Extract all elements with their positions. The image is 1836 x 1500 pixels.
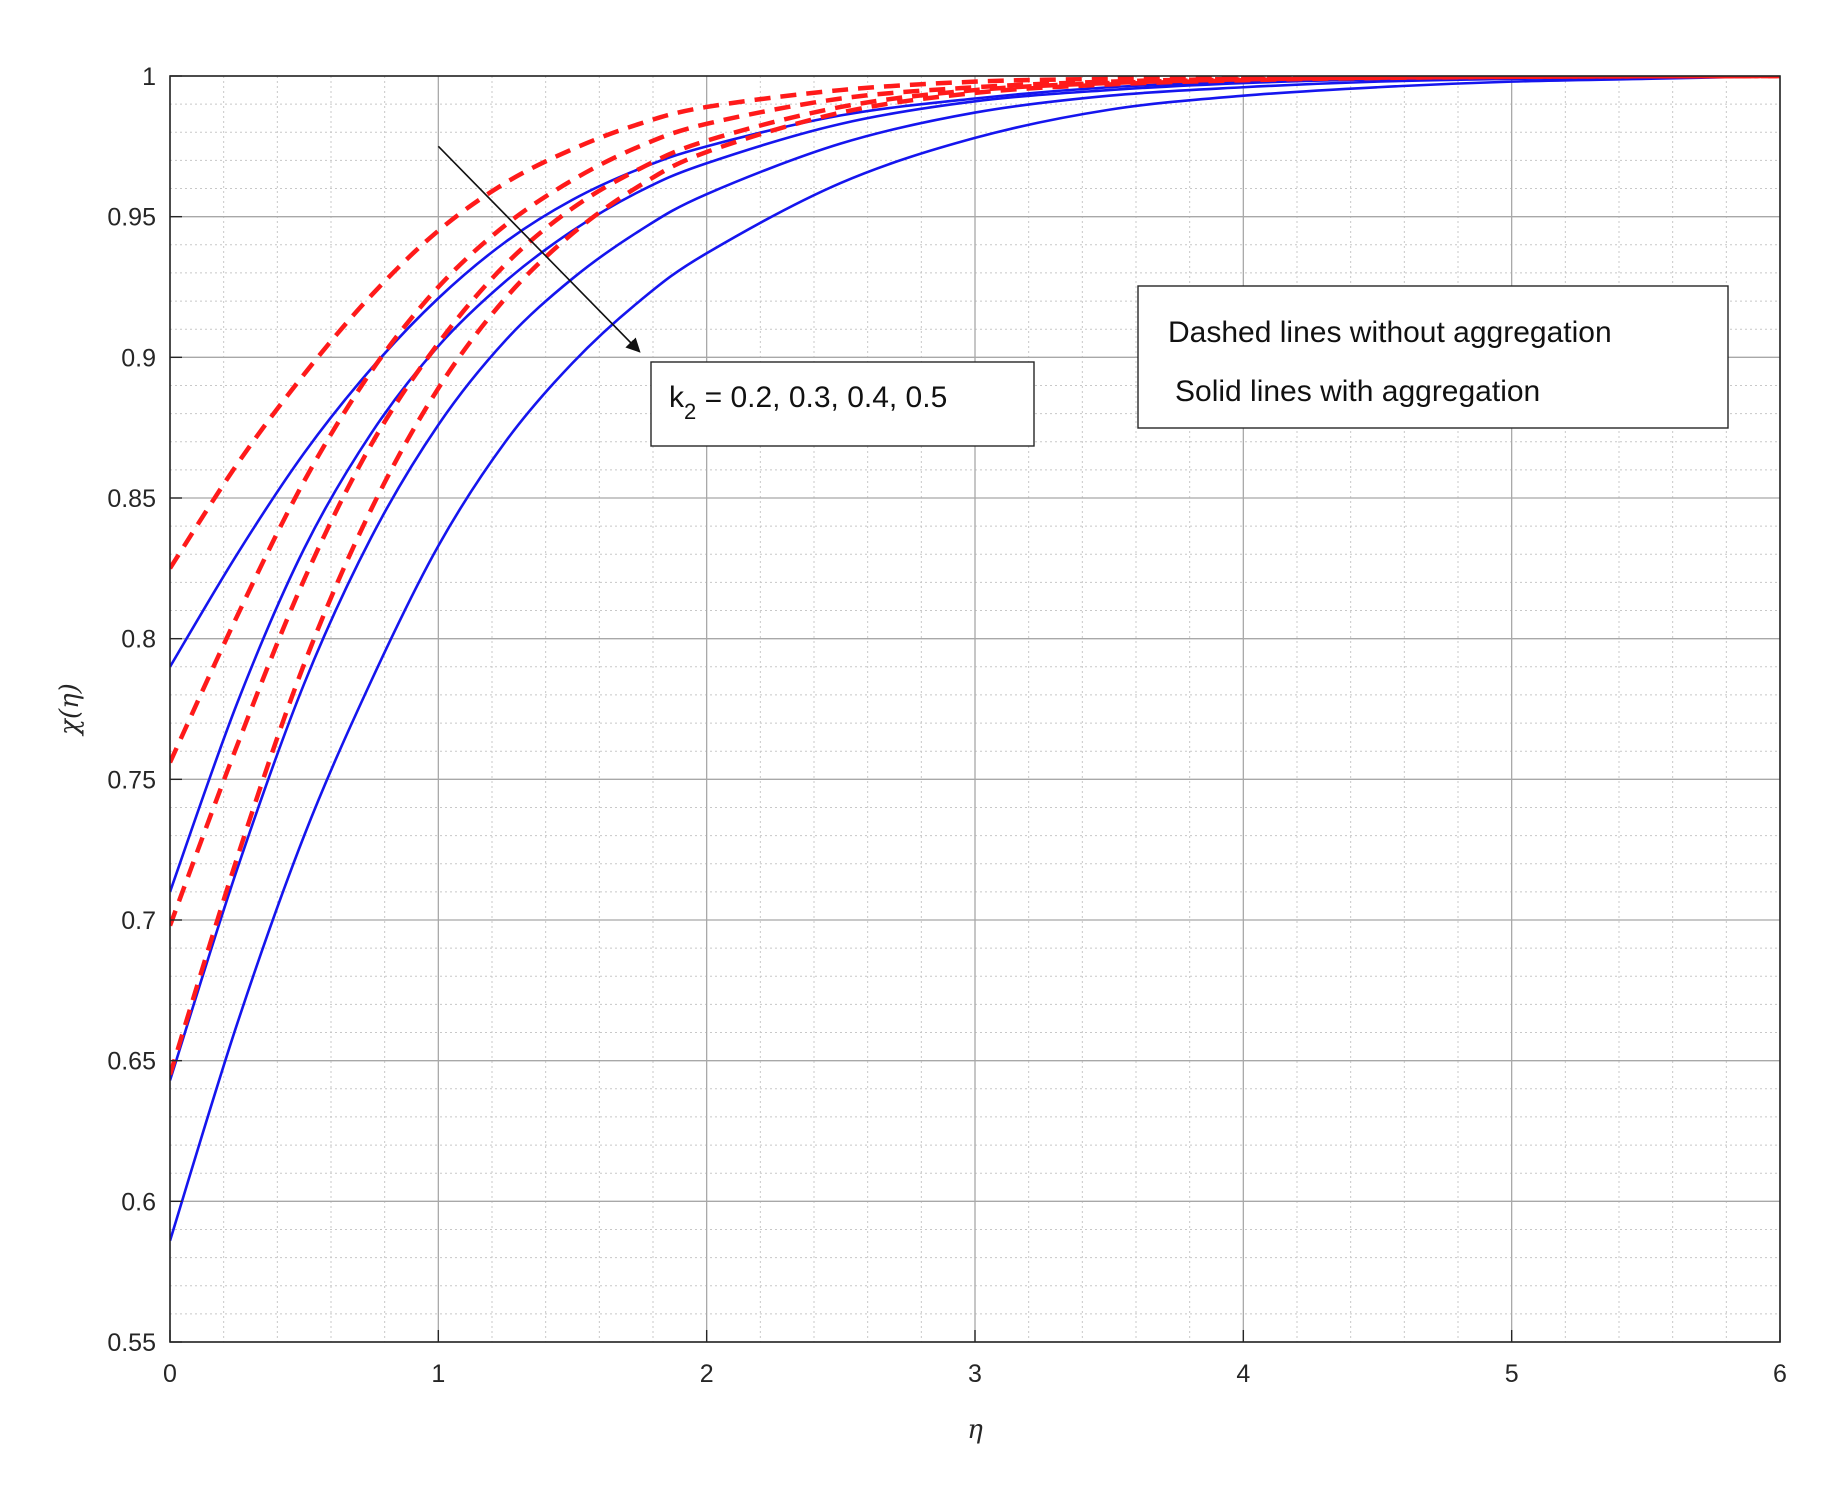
legend-frame <box>1137 285 1729 429</box>
dashed-series-line-k2-0-2 <box>170 76 1780 570</box>
y-tick-label: 0.9 <box>121 344 156 372</box>
x-tick-label: 1 <box>431 1360 445 1388</box>
y-tick-label: 0.7 <box>121 907 156 935</box>
k2-arrow <box>437 145 641 353</box>
k2-label-box <box>650 361 1035 447</box>
dashed-series-line-k2-0-5 <box>170 76 1780 1076</box>
x-tick-label: 4 <box>1236 1360 1250 1388</box>
k2-label-rest: = 0.2, 0.3, 0.4, 0.5 <box>696 381 947 414</box>
y-axis-label: χ(η) <box>55 683 85 737</box>
tick-marks <box>169 75 1781 1343</box>
x-tick-label: 2 <box>700 1360 714 1388</box>
x-tick-labels: 0 1 2 3 4 5 6 <box>163 1360 1787 1388</box>
solid-series-line-k2-0-5 <box>170 76 1780 1242</box>
y-tick-label: 0.6 <box>121 1188 156 1216</box>
x-tick-label: 0 <box>163 1360 177 1388</box>
y-tick-label: 0.65 <box>107 1048 156 1076</box>
series-layer <box>170 76 1780 1242</box>
k2-label-sub: 2 <box>684 399 696 424</box>
y-tick-label: 0.85 <box>107 485 156 513</box>
x-tick-label: 6 <box>1773 1360 1787 1388</box>
legend-line-dashed: Dashed lines without aggregation <box>1168 316 1612 349</box>
y-tick-labels: 0.55 0.6 0.65 0.7 0.75 0.8 0.85 0.9 0.95 1 <box>107 63 156 1357</box>
y-tick-label: 1 <box>142 63 156 91</box>
y-tick-label: 0.95 <box>107 204 156 232</box>
x-tick-label: 5 <box>1505 1360 1519 1388</box>
y-tick-label: 0.75 <box>107 766 156 794</box>
x-tick-label: 3 <box>968 1360 982 1388</box>
y-tick-label: 0.55 <box>107 1329 156 1357</box>
y-tick-label: 0.8 <box>121 626 156 654</box>
x-axis-label: η <box>967 1415 983 1445</box>
legend-line-solid: Solid lines with aggregation <box>1175 375 1540 408</box>
dashed-series-line-k2-0-4 <box>170 76 1780 927</box>
legend-box: Dashed lines without aggregation Solid l… <box>1137 285 1729 429</box>
k2-label: k2 = 0.2, 0.3, 0.4, 0.5 <box>669 381 947 424</box>
solid-series-line-k2-0-4 <box>170 76 1780 1081</box>
k2-annotation: k2 = 0.2, 0.3, 0.4, 0.5 <box>437 145 1035 447</box>
k2-label-main: k <box>669 381 685 414</box>
